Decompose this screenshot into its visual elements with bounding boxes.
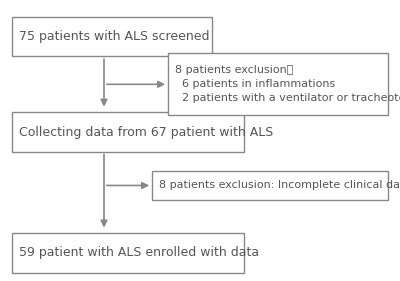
FancyBboxPatch shape xyxy=(168,53,388,115)
Text: 8 patients exclusion: Incomplete clinical data: 8 patients exclusion: Incomplete clinica… xyxy=(159,180,400,191)
FancyBboxPatch shape xyxy=(12,17,212,56)
Text: 75 patients with ALS screened: 75 patients with ALS screened xyxy=(19,30,210,43)
FancyBboxPatch shape xyxy=(152,171,388,200)
Text: 59 patient with ALS enrolled with data: 59 patient with ALS enrolled with data xyxy=(19,246,259,259)
Text: Collecting data from 67 patient with ALS: Collecting data from 67 patient with ALS xyxy=(19,126,274,139)
FancyBboxPatch shape xyxy=(12,233,244,273)
Text: 8 patients exclusion：
  6 patients in inflammations
  2 patients with a ventilat: 8 patients exclusion： 6 patients in infl… xyxy=(175,65,400,103)
FancyBboxPatch shape xyxy=(12,112,244,152)
